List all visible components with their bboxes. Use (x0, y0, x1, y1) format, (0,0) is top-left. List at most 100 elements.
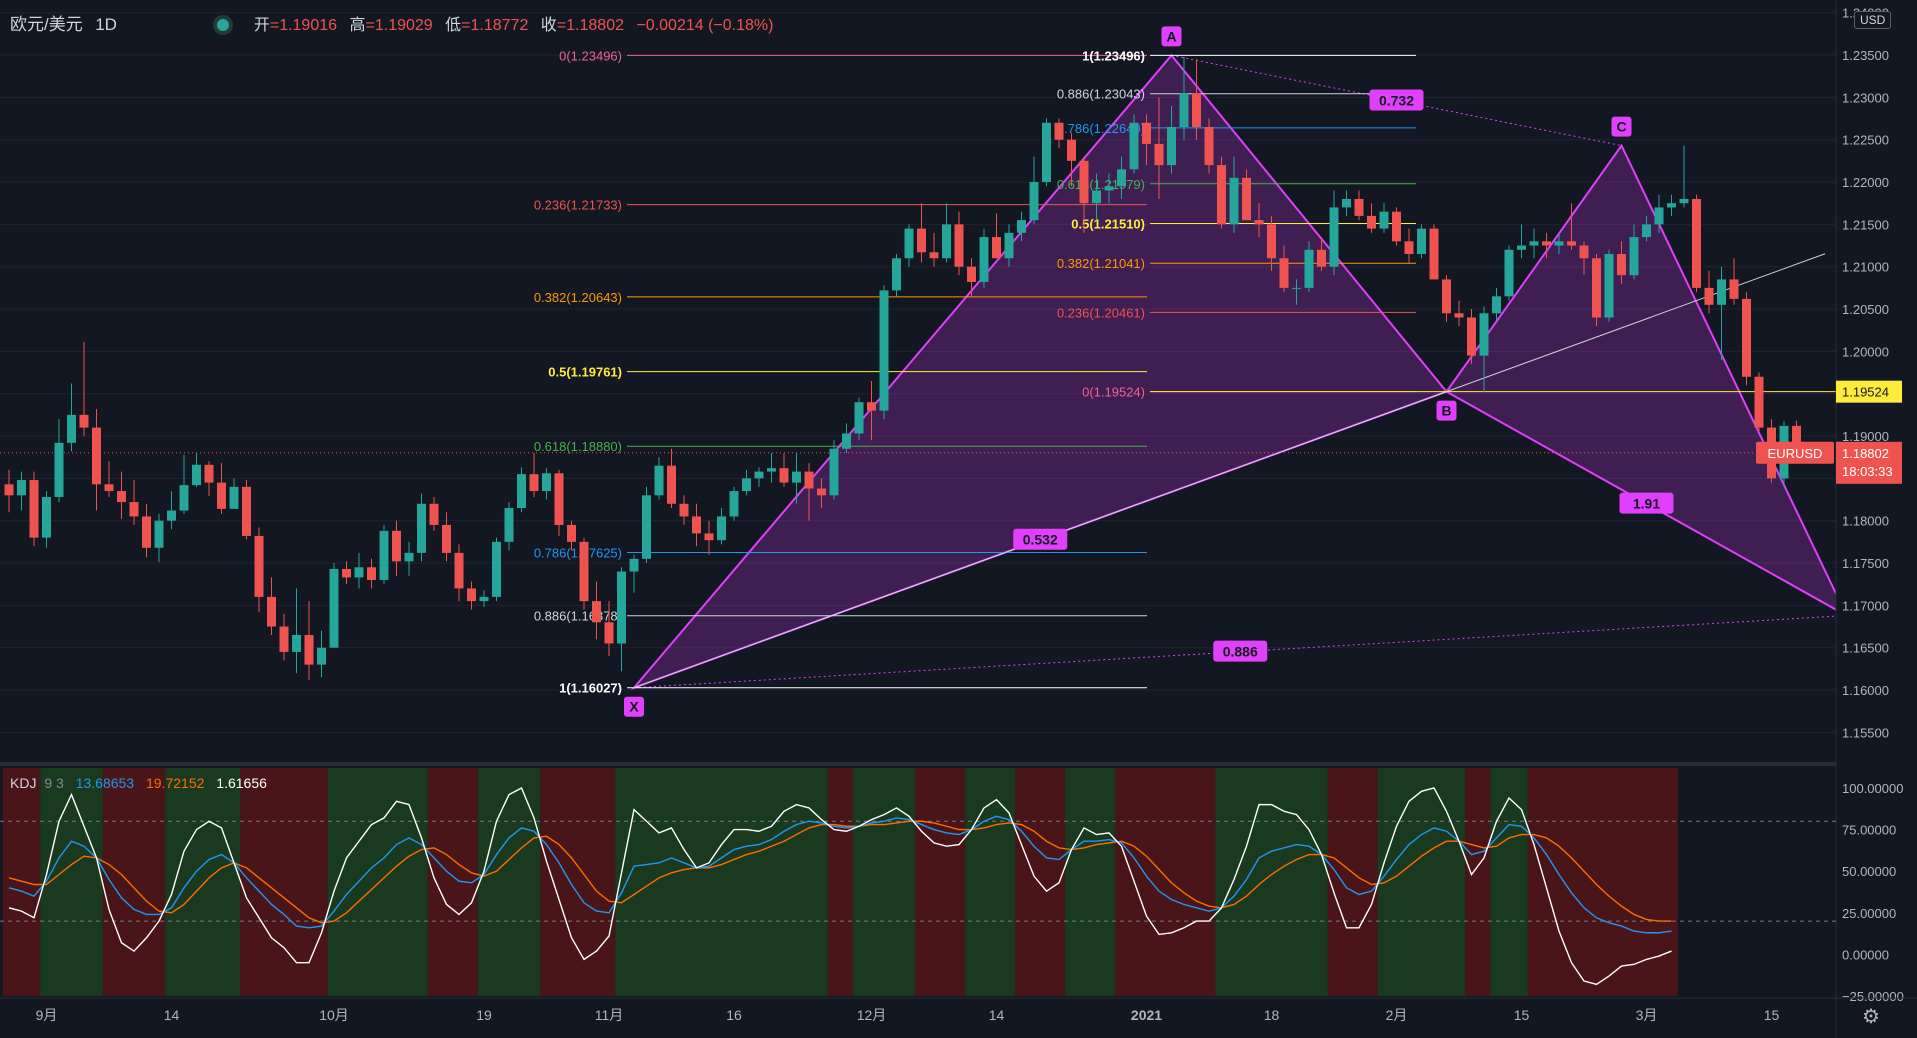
kdj-region (2, 768, 41, 996)
candle-body (567, 524, 576, 542)
level-price-badge (1836, 380, 1902, 403)
candle-body (1492, 296, 1501, 314)
kdj-region (615, 768, 828, 996)
candle-body (142, 516, 151, 548)
harmonic-dotted-leg (1171, 54, 1622, 147)
candle-body (667, 465, 676, 504)
candle-body (1217, 165, 1226, 225)
fib-label: 0.236(1.21733) (534, 198, 622, 213)
kdj-k-value: 13.68653 (75, 775, 135, 791)
candle-body (1092, 190, 1101, 204)
point-label: A (1166, 28, 1176, 44)
candle-body (504, 508, 514, 542)
countdown-label: 18:03:33 (1842, 464, 1893, 479)
candle-body (1192, 93, 1201, 127)
fib-label: 0.5(1.19761) (548, 365, 622, 380)
candle-body (704, 533, 714, 541)
price-tick-label: 1.20500 (1842, 302, 1889, 317)
candle-body (1667, 203, 1676, 208)
candle-body (829, 448, 839, 496)
candle-body (1429, 228, 1439, 280)
fib-label: 0.786(1.22640) (1057, 121, 1145, 136)
kdj-region (1465, 768, 1491, 996)
candle-body (92, 427, 101, 485)
candle-body (729, 491, 739, 517)
candle-body (117, 491, 126, 503)
candle-body (542, 473, 551, 492)
fib-label: 0.382(1.21041) (1057, 256, 1145, 271)
interval-label[interactable]: 1D (95, 15, 117, 34)
candle-body (1029, 182, 1039, 221)
candle-body (1279, 258, 1289, 288)
kdj-title[interactable]: KDJ (10, 775, 37, 791)
settings-gear-icon[interactable]: ⚙ (1862, 1006, 1880, 1028)
candle-body (467, 588, 476, 602)
time-tick-label: 2021 (1131, 1007, 1162, 1023)
ratio-label: 1.91 (1633, 496, 1660, 512)
candle-body (492, 541, 501, 597)
kdj-region (915, 768, 966, 996)
candle-body (104, 484, 114, 492)
candle-body (1417, 228, 1426, 254)
candle-body (1392, 211, 1401, 242)
fib-label: 0.886(1.23043) (1057, 87, 1145, 102)
candle-body (679, 503, 689, 517)
price-tick-label: 1.16000 (1842, 683, 1889, 698)
candle-body (1554, 241, 1564, 246)
point-label: C (1616, 119, 1626, 135)
candle-body (842, 433, 851, 449)
candle-body (1129, 122, 1139, 170)
point-label: B (1441, 403, 1451, 419)
currency-button[interactable]: USD (1854, 11, 1892, 29)
price-tick-label: 1.21500 (1842, 217, 1889, 232)
candle-body (279, 626, 289, 652)
candle-body (1367, 215, 1376, 229)
level-price-label: 1.19524 (1842, 385, 1889, 400)
candle-body (529, 474, 539, 492)
harmonic-dotted-leg (1446, 391, 1847, 616)
candle-body (904, 228, 914, 259)
ratio-label: 0.532 (1023, 532, 1058, 548)
candle-body (1579, 245, 1589, 259)
candle-body (1729, 279, 1739, 299)
candle-body (129, 502, 139, 517)
candle-body (1117, 169, 1126, 187)
time-tick-label: 3月 (1636, 1007, 1658, 1023)
candle-body (167, 510, 176, 521)
candle-body (817, 488, 826, 496)
price-tick-label: 1.17500 (1842, 556, 1889, 571)
candle-body (1317, 249, 1326, 267)
kdj-j-value: 1.61656 (216, 775, 267, 791)
candle-body (1267, 224, 1276, 259)
candle-body (29, 480, 39, 538)
kdj-d-value: 19.72152 (146, 775, 205, 791)
candle-body (942, 224, 951, 259)
candle-body (4, 484, 14, 496)
time-tick-label: 2月 (1386, 1007, 1408, 1023)
candle-body (1704, 287, 1714, 305)
candle-body (1479, 313, 1489, 356)
close-value: =1.18802 (556, 17, 624, 34)
candle-body (1442, 279, 1451, 314)
kdj-tick-label: 25.00000 (1842, 906, 1896, 921)
candle-body (354, 567, 364, 578)
candle-body (1229, 177, 1239, 225)
candle-body (1529, 241, 1539, 246)
candle-body (267, 596, 276, 627)
candle-body (1567, 241, 1576, 246)
trend-line (633, 253, 1826, 689)
point-label: X (629, 699, 639, 715)
kdj-tick-label: 75.00000 (1842, 823, 1896, 838)
kdj-tick-label: −25.00000 (1842, 989, 1904, 1004)
point-badge (624, 696, 644, 717)
kdj-region (1215, 768, 1328, 996)
candle-body (1004, 232, 1014, 259)
candle-body (317, 647, 326, 665)
symbol-name[interactable]: 欧元/美元 (10, 15, 83, 34)
kdj-region (827, 768, 853, 996)
price-tick-label: 1.19000 (1842, 429, 1889, 444)
candle-body (154, 520, 164, 548)
last-price-label: 1.18802 (1842, 446, 1889, 461)
point-badge (1161, 26, 1182, 47)
